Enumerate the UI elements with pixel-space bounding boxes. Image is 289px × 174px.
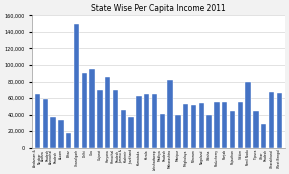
Bar [253,111,259,148]
Bar [144,94,149,148]
Bar [206,115,212,148]
Bar [121,110,126,148]
Bar [175,115,181,148]
Bar [160,114,165,148]
Bar [66,133,71,148]
Bar [261,124,266,148]
Bar [42,99,48,148]
Bar [50,117,56,148]
Bar [128,117,134,148]
Bar [277,93,282,148]
Bar [191,105,196,148]
Bar [89,69,95,148]
Bar [167,80,173,148]
Bar [245,82,251,148]
Bar [222,102,227,148]
Bar [269,92,274,148]
Bar [58,120,64,148]
Bar [214,102,220,148]
Title: State Wise Per Capita Income 2011: State Wise Per Capita Income 2011 [91,4,226,13]
Bar [152,94,157,148]
Bar [81,73,87,148]
Bar [97,90,103,148]
Bar [74,24,79,148]
Bar [105,77,110,148]
Bar [113,90,118,148]
Bar [183,104,188,148]
Bar [230,111,235,148]
Bar [199,103,204,148]
Bar [238,102,243,148]
Bar [136,96,142,148]
Bar [35,94,40,148]
